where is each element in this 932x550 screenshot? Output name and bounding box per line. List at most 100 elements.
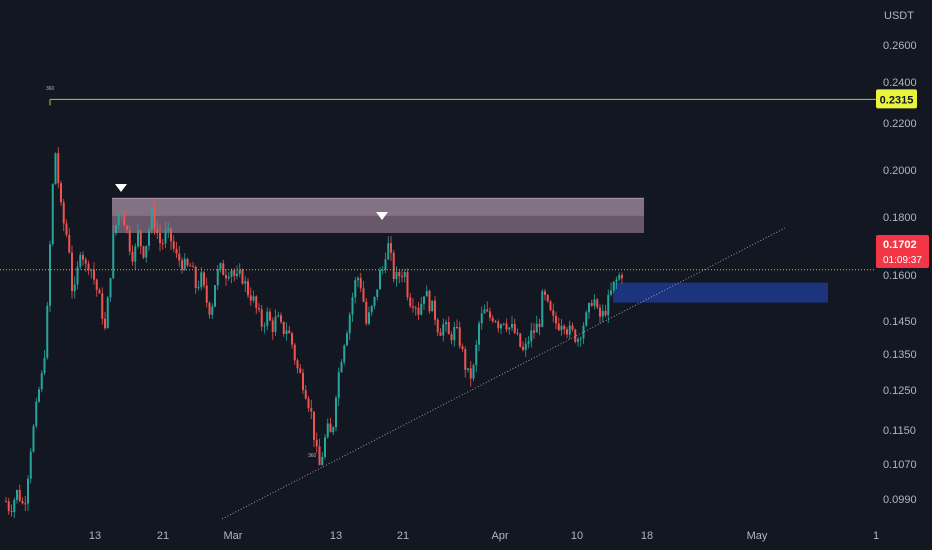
candle-body [354,280,357,298]
zones-layer [112,197,828,303]
time-axis[interactable]: 13 21 Mar 13 21 Apr 10 18 May 1 [89,530,879,542]
candle-body [79,254,82,267]
candle-body [538,323,541,327]
candle-body [244,281,247,284]
candle-body [612,281,615,291]
candle-body [384,259,387,270]
candle-body [241,269,244,284]
candle-body [148,229,150,246]
candle-body [513,323,516,333]
candle-body [274,316,277,333]
candle-body [491,317,494,322]
candle-body [326,423,329,438]
candle-body [131,251,134,262]
candle-body [35,401,38,427]
price-axis[interactable]: 0.2600 0.2400 0.2200 0.2000 0.1800 0.1600 0.14… [883,40,917,506]
candle-body [574,329,577,342]
candle-body [161,243,164,245]
candle-body [296,360,299,369]
ascending-trendline [221,227,786,520]
candle-body [373,296,376,306]
candle-body [46,305,49,358]
candle-body [60,183,62,203]
candle-body [98,289,101,294]
price-tick-label: 0.1450 [883,316,917,328]
candle-body [87,263,90,270]
candle-body [599,307,601,317]
candle-body [398,272,401,277]
candle-body [601,310,604,317]
level-price-tag[interactable]: 0.2315 [876,89,917,109]
candle-body [18,490,21,501]
candle-body [362,288,365,302]
candle-body [456,326,458,328]
candle-body [340,362,343,373]
sell-signal-icon [115,184,127,192]
candle-body [552,310,555,316]
candle-body [71,252,73,292]
candle-body [546,294,549,302]
price-tick-label: 0.2200 [883,118,917,130]
candle-body [197,287,200,289]
candle-body [115,225,117,234]
candle-body [618,274,621,280]
candle-body [62,202,65,224]
candle-body [266,311,269,326]
candle-body [582,325,585,339]
candle-body [450,334,453,341]
price-tick-label: 0.1150 [883,425,916,437]
candle-body [222,263,225,276]
price-tick-label: 0.2400 [883,77,917,89]
price-tick-label: 0.0990 [883,494,917,506]
candle-body [621,274,623,279]
candle-body [145,245,148,258]
candle-body [346,333,348,346]
candle-body [464,349,467,370]
last-price-tag[interactable]: 0.1702 01:09:37 [876,235,929,268]
candle-body [137,230,139,247]
candle-body [175,248,178,254]
candle-body [486,309,489,312]
candle-body [489,311,491,318]
candle-body [472,365,475,379]
candle-body [420,303,423,315]
candle-body [192,266,194,268]
candle-body [522,346,524,350]
candle-body [203,272,205,286]
candle-body [106,297,109,329]
candle-body [211,306,214,315]
candle-body [24,503,27,505]
candle-body [321,457,324,466]
candle-body [310,408,313,412]
candle-body [109,278,112,298]
candle-body [425,291,428,297]
candle-body [186,258,189,266]
svg-text:0.2315: 0.2315 [880,94,914,106]
candle-body [329,423,332,433]
candle-body [502,323,505,325]
time-tick-label: 21 [397,530,409,542]
candle-body [555,315,557,324]
candle-body [219,263,222,270]
time-tick-label: 13 [89,530,101,542]
candles-layer [5,147,623,519]
candle-body [585,312,588,326]
price-tick-label: 0.1600 [883,270,917,282]
candle-body [189,265,192,267]
candle-body [508,327,511,330]
time-tick-label: 21 [157,530,169,542]
candle-body [324,437,326,458]
candle-body [112,233,115,279]
candle-body [21,500,24,504]
candle-body [458,327,461,347]
candle-body [54,153,57,185]
candle-body [43,357,46,374]
candle-body [291,333,293,345]
candle-body [535,323,538,333]
candle-body [365,301,368,324]
candle-body [82,254,84,260]
candle-body [230,270,233,277]
candle-body [590,303,593,306]
